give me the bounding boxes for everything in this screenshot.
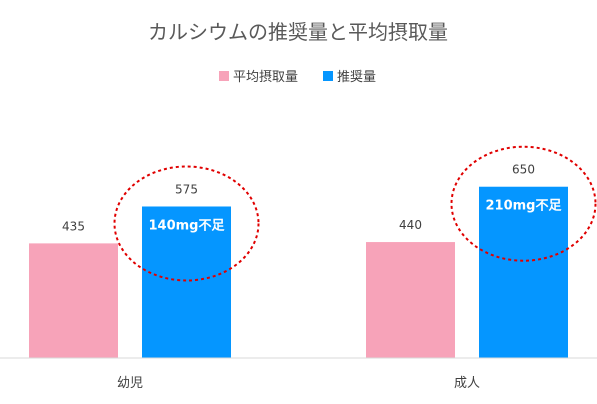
category-label-1: 成人	[454, 376, 480, 391]
shortfall-label-1: 210mg不足	[486, 199, 563, 214]
legend-label-recommended: 推奨量	[337, 70, 376, 85]
annotations: 140mg不足 210mg不足	[113, 145, 597, 282]
bar-intake-0	[29, 243, 118, 358]
category-labels: 幼児 成人	[117, 376, 480, 391]
bar-recommended-1	[479, 186, 568, 358]
value-label-recommended-1: 650	[512, 163, 535, 177]
highlight-circle-0	[113, 165, 260, 282]
shortfall-label-0: 140mg不足	[149, 218, 226, 233]
highlight-circle-1	[450, 145, 597, 262]
value-label-recommended-0: 575	[175, 182, 198, 196]
value-label-intake-0: 435	[62, 219, 85, 233]
bar-intake-1	[366, 242, 455, 358]
legend: 平均摂取量 推奨量	[219, 69, 376, 85]
category-label-0: 幼児	[117, 376, 143, 391]
legend-swatch-intake	[219, 71, 229, 81]
chart-title: カルシウムの推奨量と平均摂取量	[148, 20, 448, 44]
legend-label-intake: 平均摂取量	[233, 69, 298, 85]
legend-swatch-recommended	[323, 71, 333, 81]
value-label-intake-1: 440	[399, 218, 422, 232]
value-labels: 435 575 440 650	[62, 163, 535, 234]
bars	[29, 186, 568, 358]
bar-recommended-0	[142, 206, 231, 358]
